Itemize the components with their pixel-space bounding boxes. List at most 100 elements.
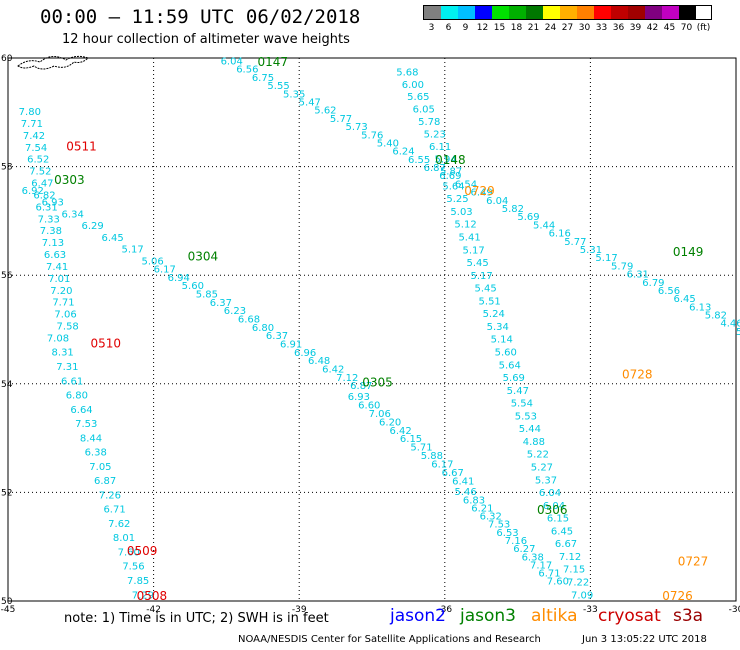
wave-height-value: 6.20 [379, 417, 401, 428]
wave-height-value: 6.45 [674, 294, 696, 305]
wave-height-value: 7.71 [21, 119, 43, 130]
x-tick-label: -30 [729, 605, 740, 615]
scale-swatch [611, 6, 628, 19]
wave-height-value: 6.17 [431, 459, 453, 470]
scale-swatch [475, 6, 492, 19]
wave-height-value: 6.04 [543, 501, 565, 512]
wave-height-value: 5.68 [396, 67, 418, 78]
wave-height-value: 6.31 [627, 270, 649, 281]
wave-height-value: 6.53 [496, 528, 518, 539]
wave-height-value: 7.06 [54, 310, 76, 321]
wave-height-value: 5.17 [595, 253, 617, 264]
scale-label: 3 [428, 23, 435, 33]
wave-height-value: 7.29 [132, 590, 154, 601]
pass-id-label: 0726 [662, 589, 693, 603]
wave-height-value: 6.71 [103, 505, 125, 516]
page-subtitle: 12 hour collection of altimeter wave hei… [62, 32, 350, 47]
wave-height-value: 7.13 [42, 238, 64, 249]
satellite-label-altika: altika [531, 606, 578, 626]
wave-height-value: 6.45 [551, 526, 573, 537]
wave-height-value: 5.54 [511, 399, 533, 410]
pass-id-label: 0149 [673, 245, 704, 259]
wave-height-value: 6.37 [266, 331, 288, 342]
wave-height-value: 5.82 [502, 204, 524, 215]
y-tick-label: 52 [1, 488, 12, 498]
wave-height-value: 6.45 [102, 233, 124, 244]
scale-swatch [662, 6, 679, 19]
wave-height-value: 5.34 [487, 322, 509, 333]
wave-height-value: 5.41 [458, 233, 480, 244]
wave-height-value: 7.22 [567, 578, 589, 589]
wave-height-value: 7.80 [19, 107, 41, 118]
scale-label: 42 [646, 23, 659, 33]
wave-height-value: 6.71 [538, 569, 560, 580]
wave-height-value: 5.17 [471, 271, 493, 282]
wave-height-value: 6.82 [33, 190, 55, 201]
wave-height-value: 6.96 [294, 348, 316, 359]
wave-height-value: 6.21 [471, 503, 493, 514]
wave-height-value: 6.29 [82, 221, 104, 232]
wave-height-value: 8.31 [52, 348, 74, 359]
wave-height-value: 6.16 [549, 229, 571, 240]
wave-height-value: 5.37 [535, 475, 557, 486]
wave-height-value: 6.34 [62, 209, 84, 220]
wave-height-value: 6.87 [94, 476, 116, 487]
y-tick-label: 58 [1, 163, 13, 173]
wave-height-value: 7.12 [336, 373, 358, 384]
wave-height-value: 7.17 [530, 560, 552, 571]
wave-height-value: 6.04 [539, 488, 561, 499]
wave-height-value: 7.15 [563, 565, 585, 576]
pass-id-label: 0509 [127, 544, 158, 558]
wave-height-value: 6.17 [154, 264, 176, 275]
wave-height-value: 6.13 [689, 302, 711, 313]
scale-swatch [492, 6, 509, 19]
wave-height-value: 6.67 [555, 539, 577, 550]
wave-height-value: 6.92 [22, 186, 44, 197]
wave-height-value: 6.15 [547, 514, 569, 525]
wave-height-value: 6.48 [308, 356, 330, 367]
wave-height-value: 5.35 [283, 89, 305, 100]
scale-label: (ft) [696, 23, 711, 33]
wave-height-value: 6.37 [210, 298, 232, 309]
wave-height-value: 5.87 [440, 167, 462, 178]
scale-label: 70 [680, 23, 693, 33]
scale-label: 36 [612, 23, 625, 33]
scale-label: 6 [445, 23, 452, 33]
wave-height-value: 6.69 [439, 171, 461, 182]
x-tick-label: -39 [292, 605, 307, 615]
wave-height-value: 5.14 [491, 335, 513, 346]
wave-height-value: 7.05 [89, 462, 111, 473]
wave-height-value: 8.01 [113, 533, 135, 544]
x-tick-label: -42 [146, 605, 161, 615]
wave-height-value: 7.08 [47, 333, 69, 344]
coastline-outline [17, 55, 89, 70]
y-tick-label: 60 [1, 54, 13, 64]
scale-label: 15 [493, 23, 506, 33]
pass-id-label: 0508 [137, 589, 168, 603]
scale-label: 45 [663, 23, 676, 33]
wave-height-value: 5.65 [407, 92, 429, 103]
wave-height-value: 5.06 [141, 256, 163, 267]
footer-timestamp: Jun 3 13:05:22 UTC 2018 [582, 634, 707, 645]
wave-height-value: 7.60 [547, 577, 569, 588]
wave-height-value: 6.67 [442, 468, 464, 479]
wave-height-value: 7.31 [56, 362, 78, 373]
wave-height-value: 5.12 [454, 220, 476, 231]
wave-height-value: 6.55 [408, 155, 430, 166]
wave-height-value: 7.16 [505, 536, 527, 547]
wave-height-value: 5.78 [418, 117, 440, 128]
wave-height-value: 5.82 [705, 311, 727, 322]
pass-id-label: 0727 [678, 555, 709, 569]
wave-height-value: 6.80 [252, 323, 274, 334]
wave-height-value: 7.71 [52, 298, 74, 309]
wave-height-value: 6.54 [455, 179, 477, 190]
scale-swatch [458, 6, 475, 19]
wave-height-value: 6.47 [31, 179, 53, 190]
wave-height-value: 5.60 [182, 281, 204, 292]
wave-height-value: 5.17 [121, 245, 143, 256]
wave-height-value: 5.31 [580, 245, 602, 256]
wave-height-value: 6.63 [44, 250, 66, 261]
wave-height-value: 7.41 [46, 262, 68, 273]
wave-height-value: 6.38 [85, 448, 107, 459]
wave-height-value: 5.44 [533, 220, 555, 231]
